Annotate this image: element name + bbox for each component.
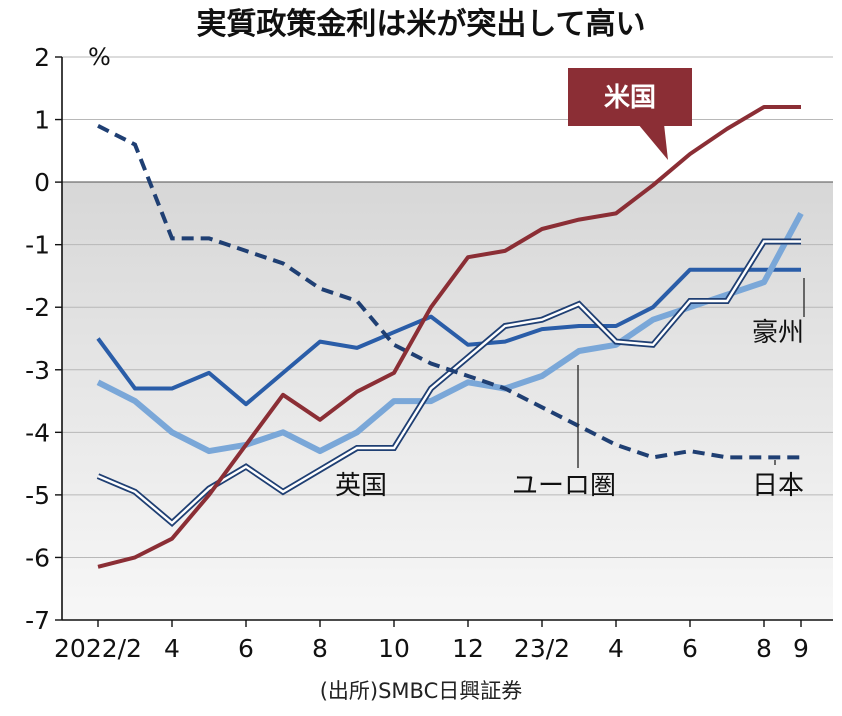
y-tick-label: -1 bbox=[25, 231, 50, 260]
x-tick-label: 9 bbox=[793, 634, 809, 663]
plot-background bbox=[62, 182, 833, 620]
x-tick-label: 2022/2 bbox=[54, 634, 142, 663]
series-日本-line bbox=[97, 124, 801, 460]
y-tick-label: -4 bbox=[25, 418, 50, 447]
y-tick-label: 2 bbox=[34, 43, 50, 72]
y-tick-label: -6 bbox=[25, 543, 50, 572]
us-callout-label: 米国 bbox=[604, 83, 656, 113]
label-豪州: 豪州 bbox=[752, 318, 804, 348]
source-note: (出所)SMBC日興証券 bbox=[320, 679, 523, 703]
y-tick-label: 1 bbox=[34, 106, 50, 135]
x-tick-label: 6 bbox=[238, 634, 254, 663]
x-tick-label: 23/2 bbox=[514, 634, 570, 663]
y-tick-label: -2 bbox=[25, 293, 50, 322]
x-tick-label: 4 bbox=[608, 634, 624, 663]
us-callout-box bbox=[568, 68, 692, 126]
us-callout-pointer bbox=[638, 124, 668, 160]
y-tick-label: -5 bbox=[25, 481, 50, 510]
x-tick-label: 6 bbox=[682, 634, 698, 663]
x-tick-label: 12 bbox=[452, 634, 484, 663]
y-tick-label: -7 bbox=[25, 606, 50, 635]
x-tick-label: 8 bbox=[756, 634, 772, 663]
series-group bbox=[96, 105, 804, 569]
x-tick-label: 8 bbox=[312, 634, 328, 663]
label-ユーロ圏: ユーロ圏 bbox=[512, 471, 616, 501]
series-豪州-line bbox=[96, 267, 801, 407]
x-tick-label: 10 bbox=[378, 634, 410, 663]
negative-region bbox=[62, 182, 833, 620]
x-tick-label: 4 bbox=[164, 634, 180, 663]
label-英国: 英国 bbox=[335, 471, 387, 501]
series-米国-line bbox=[97, 105, 801, 569]
label-日本: 日本 bbox=[752, 471, 804, 501]
unit-label: % bbox=[88, 43, 111, 71]
y-tick-label: -3 bbox=[25, 356, 50, 385]
y-tick-label: 0 bbox=[34, 168, 50, 197]
chart-title: 実質政策金利は米が突出して高い bbox=[196, 7, 645, 42]
